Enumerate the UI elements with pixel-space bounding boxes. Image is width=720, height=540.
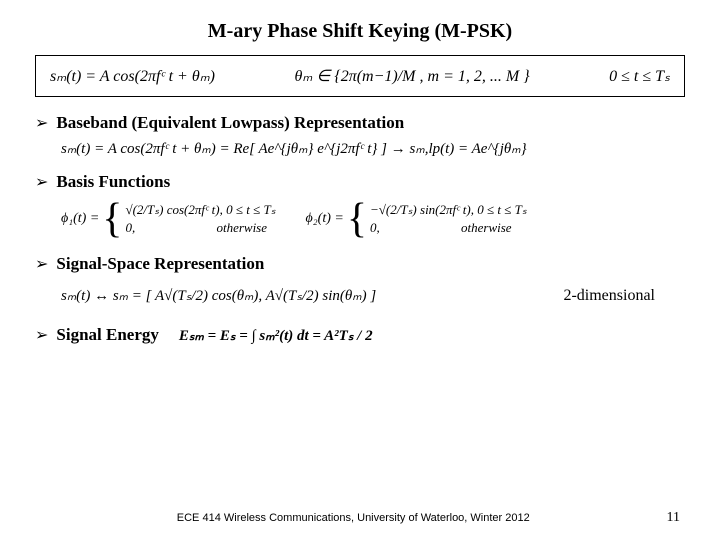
baseband-equation: sₘ(t) = A cos(2πfᶜ t + θₘ) = Re[ Ae^{jθₘ… <box>61 139 685 158</box>
section-signal-space: ➢ Signal-Space Representation <box>35 254 685 274</box>
brace-icon: { <box>102 198 122 240</box>
energy-equation: Eₛₘ = Eₛ = ∫ sₘ²(t) dt = A²Tₛ / 2 <box>179 326 373 345</box>
phi1-label: ϕ₁(t) = <box>61 211 99 227</box>
section-label: Signal-Space Representation <box>56 254 264 274</box>
page-number: 11 <box>667 510 680 526</box>
eq-theta: θₘ ∈ {2π(m−1)/M , m = 1, 2, ... M } <box>295 66 530 86</box>
phi2: ϕ₂(t) = { −√(2/Tₛ) sin(2πfᶜ t), 0 ≤ t ≤ … <box>306 198 527 240</box>
phi2-case-top: −√(2/Tₛ) sin(2πfᶜ t), 0 ≤ t ≤ Tₛ <box>370 201 527 219</box>
eq-sm: sₘ(t) = A cos(2πfᶜ t + θₘ) <box>50 66 215 86</box>
phi1: ϕ₁(t) = { √(2/Tₛ) cos(2πfᶜ t), 0 ≤ t ≤ T… <box>61 198 276 240</box>
basis-functions: ϕ₁(t) = { √(2/Tₛ) cos(2πfᶜ t), 0 ≤ t ≤ T… <box>61 198 685 240</box>
section-label: Baseband (Equivalent Lowpass) Representa… <box>56 113 404 133</box>
footer-text: ECE 414 Wireless Communications, Univers… <box>177 512 530 524</box>
phi2-label: ϕ₂(t) = <box>306 211 344 227</box>
bullet-icon: ➢ <box>35 254 48 274</box>
bullet-icon: ➢ <box>35 113 48 133</box>
section-energy: ➢ Signal Energy Eₛₘ = Eₛ = ∫ sₘ²(t) dt =… <box>35 325 685 345</box>
footer: ECE 414 Wireless Communications, Univers… <box>0 510 720 526</box>
phi2-case-bot: 0, otherwise <box>370 219 527 237</box>
bullet-icon: ➢ <box>35 172 48 192</box>
section-label: Signal Energy <box>56 325 159 345</box>
phi1-case-top: √(2/Tₛ) cos(2πfᶜ t), 0 ≤ t ≤ Tₛ <box>125 201 275 219</box>
bullet-icon: ➢ <box>35 325 48 345</box>
phi1-case-bot: 0, otherwise <box>125 219 275 237</box>
signal-space-content: sₘ(t) ↔ sₘ = [ A√(Tₛ/2) cos(θₘ), A√(Tₛ/2… <box>61 280 685 311</box>
section-baseband: ➢ Baseband (Equivalent Lowpass) Represen… <box>35 113 685 133</box>
dimension-label: 2-dimensional <box>563 287 655 305</box>
eq-range: 0 ≤ t ≤ Tₛ <box>609 66 670 86</box>
page-title: M-ary Phase Shift Keying (M-PSK) <box>35 20 685 43</box>
section-basis: ➢ Basis Functions <box>35 172 685 192</box>
signal-space-equation: sₘ(t) ↔ sₘ = [ A√(Tₛ/2) cos(θₘ), A√(Tₛ/2… <box>61 286 376 305</box>
top-equation-box: sₘ(t) = A cos(2πfᶜ t + θₘ) θₘ ∈ {2π(m−1)… <box>35 55 685 97</box>
section-label: Basis Functions <box>56 172 170 192</box>
brace-icon: { <box>347 198 367 240</box>
